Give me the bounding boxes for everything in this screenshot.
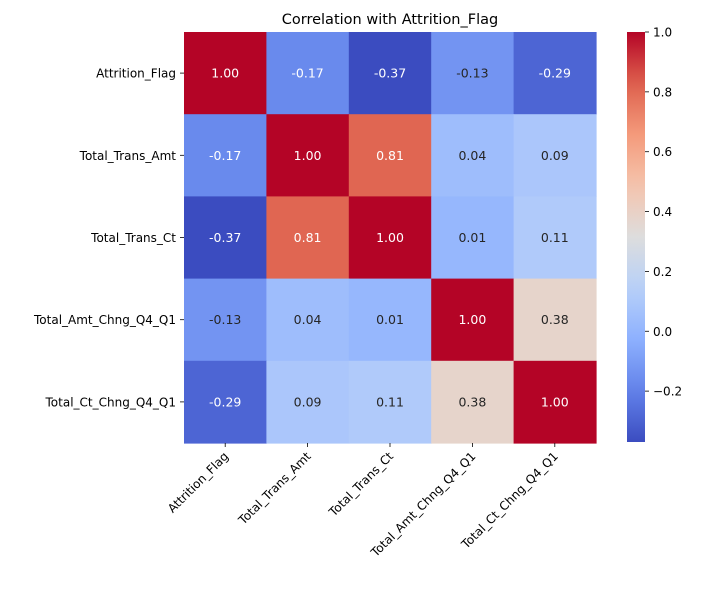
- heatmap-cell: [266, 278, 350, 362]
- cell-value-label: -0.29: [209, 394, 241, 409]
- cell-value-label: 0.09: [294, 394, 322, 409]
- heatmap-cell: [513, 360, 597, 444]
- heatmap-cell: [348, 360, 432, 444]
- y-tick-label: Total_Trans_Ct: [90, 231, 176, 245]
- colorbar: −0.2 0.0 0.2 0.4 0.6 0.8 1.0: [627, 26, 682, 442]
- y-tick-label: Total_Trans_Amt: [79, 149, 177, 163]
- cell-value-label: -0.13: [456, 66, 488, 81]
- colorbar-tick-label: 0.4: [653, 205, 672, 219]
- cell-value-label: 0.38: [458, 394, 486, 409]
- heatmap-cell: [513, 32, 597, 115]
- heatmap-cell: [266, 32, 350, 115]
- heatmap-cell: [431, 278, 515, 362]
- colorbar-tick-label: 1.0: [653, 26, 672, 40]
- cell-value-label: -0.17: [291, 66, 323, 81]
- heatmap-cell: [184, 196, 267, 280]
- x-tick-label: Total_Ct_Chng_Q4_Q1: [458, 449, 561, 552]
- colorbar-gradient: [627, 32, 645, 442]
- y-tick-label: Total_Ct_Chng_Q4_Q1: [45, 395, 176, 409]
- heatmap-cell: [266, 114, 350, 197]
- heatmap-cell: [348, 196, 432, 280]
- heatmap-cell: [513, 278, 597, 362]
- cell-value-label: 0.11: [376, 394, 404, 409]
- heatmap-cells: 1.00 -0.17 -0.37 -0.13 -0.29 -0.17 1.00 0.81 0.0…: [184, 32, 597, 444]
- x-tick-label: Total_Trans_Amt: [235, 449, 314, 528]
- heatmap-cell: [266, 196, 350, 280]
- cell-value-label: 1.00: [211, 66, 239, 81]
- y-tick-label: Attrition_Flag: [96, 67, 176, 81]
- heatmap-cell: [184, 360, 267, 444]
- heatmap-cell: [513, 196, 597, 280]
- heatmap-cell: [184, 114, 267, 197]
- colorbar-tick-label: 0.6: [653, 145, 672, 159]
- cell-value-label: -0.29: [539, 66, 571, 81]
- y-tick-label: Total_Amt_Chng_Q4_Q1: [33, 313, 176, 327]
- cell-value-label: 1.00: [376, 230, 404, 245]
- cell-value-label: -0.37: [374, 66, 406, 81]
- x-tick-label: Attrition_Flag: [165, 449, 231, 515]
- cell-value-label: 0.04: [458, 148, 486, 163]
- cell-value-label: -0.17: [209, 148, 241, 163]
- heatmap-cell: [431, 360, 515, 444]
- heatmap-cell: [431, 32, 515, 115]
- cell-value-label: 0.81: [294, 230, 322, 245]
- heatmap-cell: [431, 196, 515, 280]
- cell-value-label: 0.38: [541, 312, 569, 327]
- cell-value-label: 0.81: [376, 148, 404, 163]
- cell-value-label: 0.11: [541, 230, 569, 245]
- colorbar-tick-label: −0.2: [653, 385, 682, 399]
- heatmap-cell: [184, 278, 267, 362]
- y-axis: Attrition_Flag Total_Trans_Amt Total_Trans…: [33, 67, 184, 409]
- cell-value-label: 0.09: [541, 148, 569, 163]
- heatmap-cell: [348, 114, 432, 197]
- x-tick-label: Total_Trans_Ct: [326, 449, 397, 520]
- cell-value-label: -0.13: [209, 312, 241, 327]
- cell-value-label: 1.00: [541, 394, 569, 409]
- cell-value-label: 1.00: [294, 148, 322, 163]
- cell-value-label: 0.04: [294, 312, 322, 327]
- chart-title: Correlation with Attrition_Flag: [282, 12, 498, 28]
- cell-value-label: 0.01: [458, 230, 486, 245]
- heatmap-cell: [348, 278, 432, 362]
- heatmap-cell: [184, 32, 267, 115]
- heatmap-cell: [348, 32, 432, 115]
- colorbar-tick-label: 0.0: [653, 325, 672, 339]
- heatmap-cell: [513, 114, 597, 197]
- heatmap-cell: [266, 360, 350, 444]
- heatmap-cell: [431, 114, 515, 197]
- cell-value-label: 0.01: [376, 312, 404, 327]
- cell-value-label: -0.37: [209, 230, 241, 245]
- colorbar-tick-label: 0.8: [653, 85, 672, 99]
- x-axis: Attrition_Flag Total_Trans_Amt Total_Trans…: [165, 443, 561, 560]
- cell-value-label: 1.00: [458, 312, 486, 327]
- colorbar-tick-label: 0.2: [653, 265, 672, 279]
